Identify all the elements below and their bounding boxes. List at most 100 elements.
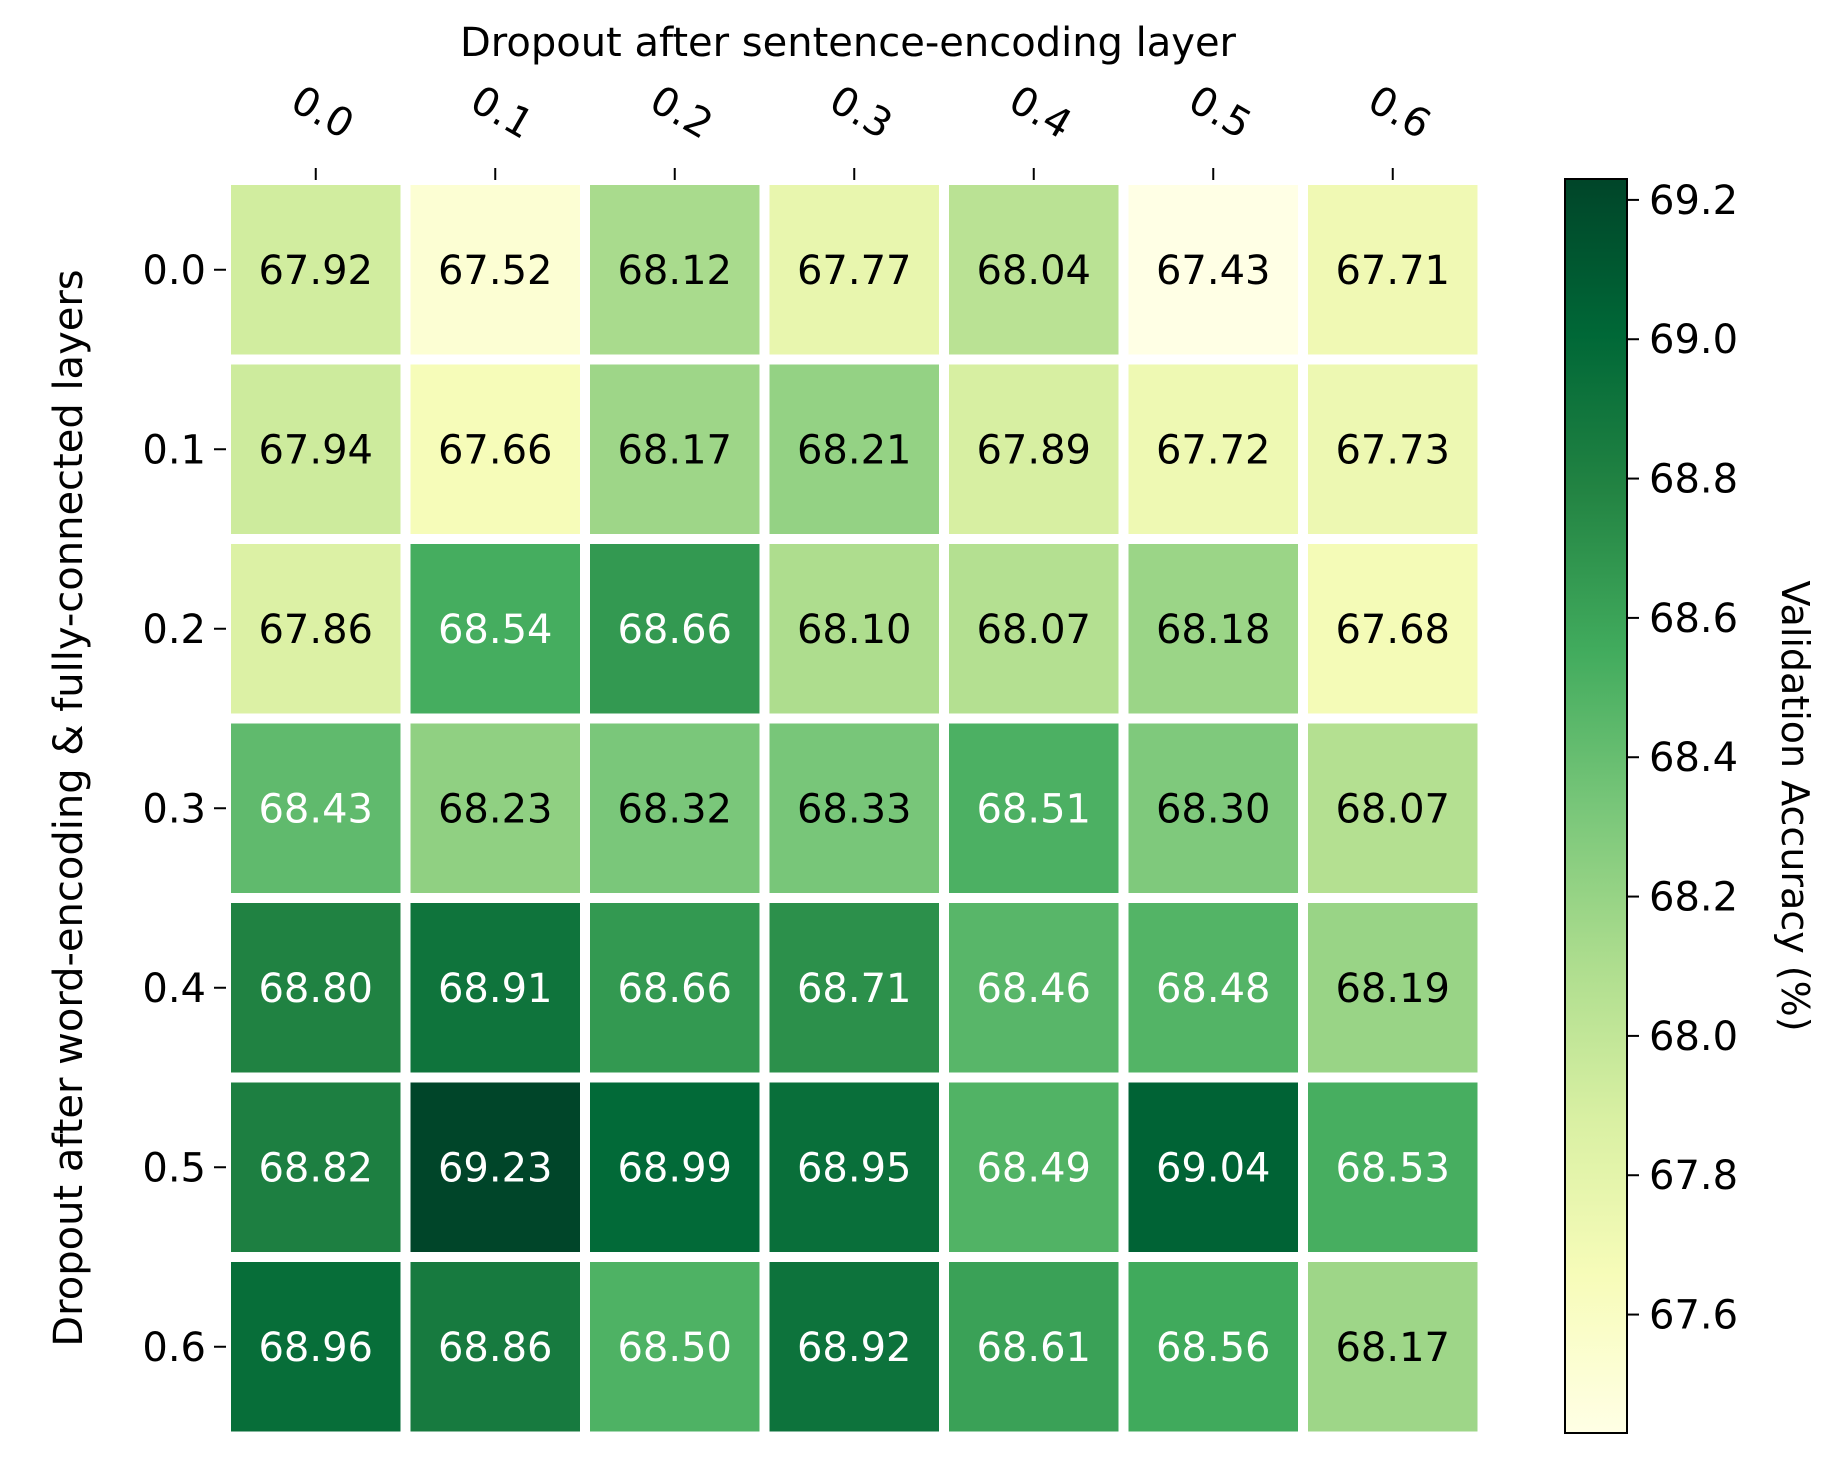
x-tick-label: 0.4 (1001, 77, 1079, 149)
cell-value-label: 68.61 (976, 1325, 1091, 1371)
cell-value-label: 68.12 (617, 248, 732, 294)
colorbar-ticks: 67.6 67.8 68.0 68.2 68.4 68.6 68.8 69.0 69.2 (1627, 178, 1738, 1339)
colorbar-label: Validation Accuracy (%) (1773, 580, 1817, 1031)
heatmap-cell (949, 723, 1119, 893)
heatmap-cell (769, 364, 939, 534)
heatmap-cells: 67.92 67.52 68.12 67.77 68.04 67.43 67.71 67.94… (231, 185, 1478, 1432)
x-tick-label: 0.6 (1360, 77, 1438, 149)
heatmap-cell (769, 903, 939, 1073)
cell-value-label: 68.56 (1156, 1325, 1271, 1371)
cell-value-label: 67.68 (1335, 607, 1450, 653)
heatmap-cell (1128, 1082, 1298, 1252)
cell-value-label: 68.92 (797, 1325, 912, 1371)
heatmap-cell (949, 364, 1119, 534)
cell-value-label: 67.86 (258, 607, 373, 653)
heatmap-cell (410, 364, 580, 534)
cell-value-label: 68.04 (976, 248, 1091, 294)
heatmap-cell (410, 903, 580, 1073)
heatmap-cell (769, 544, 939, 714)
cell-value-label: 68.49 (976, 1145, 1091, 1191)
cell-value-label: 68.32 (617, 786, 732, 832)
heatmap-cell (590, 1082, 760, 1252)
colorbar-tick-label: 69.0 (1649, 317, 1738, 363)
y-tick-label: 0.3 (142, 786, 206, 832)
x-tick-label: 0.1 (463, 77, 541, 149)
y-tick-label: 0.4 (142, 966, 206, 1012)
heatmap-cell (1128, 544, 1298, 714)
cell-value-label: 68.48 (1156, 966, 1271, 1012)
cell-value-label: 68.66 (617, 966, 732, 1012)
cell-value-label: 67.71 (1335, 248, 1450, 294)
y-tick-label: 0.2 (142, 607, 206, 653)
cell-value-label: 67.43 (1156, 248, 1271, 294)
cell-value-label: 68.86 (438, 1325, 553, 1371)
heatmap-cell (410, 1262, 580, 1432)
x-axis-ticks: 0.0 0.1 0.2 0.3 0.4 0.5 0.6 (283, 77, 1438, 180)
heatmap-cell (1128, 185, 1298, 355)
heatmap-cell (1308, 544, 1478, 714)
cell-value-label: 68.21 (797, 427, 912, 473)
cell-value-label: 67.92 (258, 248, 373, 294)
cell-value-label: 68.82 (258, 1145, 373, 1191)
colorbar: 67.6 67.8 68.0 68.2 68.4 68.6 68.8 69.0 69.2 Val… (1564, 178, 1817, 1434)
heatmap-cell (590, 903, 760, 1073)
cell-value-label: 68.91 (438, 966, 553, 1012)
heatmap-cell (231, 185, 401, 355)
cell-value-label: 68.46 (976, 966, 1091, 1012)
cell-value-label: 67.73 (1335, 427, 1450, 473)
cell-value-label: 68.95 (797, 1145, 912, 1191)
cell-value-label: 67.89 (976, 427, 1091, 473)
colorbar-tick-label: 69.2 (1649, 178, 1738, 224)
x-tick-label: 0.5 (1181, 77, 1259, 149)
heatmap-cell (410, 723, 580, 893)
cell-value-label: 68.51 (976, 786, 1091, 832)
colorbar-tick-label: 68.8 (1649, 457, 1738, 503)
colorbar-tick-label: 68.4 (1649, 735, 1738, 781)
cell-value-label: 67.66 (438, 427, 553, 473)
cell-value-label: 68.96 (258, 1325, 373, 1371)
x-tick-label: 0.3 (822, 77, 900, 149)
heatmap-cell (590, 1262, 760, 1432)
heatmap-cell (590, 544, 760, 714)
heatmap-cell (1308, 903, 1478, 1073)
colorbar-tick-label: 67.6 (1649, 1293, 1738, 1339)
cell-value-label: 68.53 (1335, 1145, 1450, 1191)
cell-value-label: 68.07 (976, 607, 1091, 653)
y-tick-label: 0.5 (142, 1145, 206, 1191)
cell-value-label: 67.77 (797, 248, 912, 294)
heatmap-cell (231, 1262, 401, 1432)
heatmap-cell (949, 185, 1119, 355)
cell-value-label: 68.23 (438, 786, 553, 832)
y-axis-title: Dropout after word-encoding & fully-conn… (46, 269, 92, 1346)
heatmap-cell (590, 723, 760, 893)
heatmap-cell (410, 185, 580, 355)
heatmap-cell (231, 1082, 401, 1252)
heatmap-cell (769, 723, 939, 893)
y-axis-ticks: 0.0 0.1 0.2 0.3 0.4 0.5 0.6 (142, 248, 226, 1371)
cell-value-label: 68.19 (1335, 966, 1450, 1012)
y-tick-label: 0.1 (142, 427, 206, 473)
heatmap-cell (949, 544, 1119, 714)
heatmap-cell (231, 903, 401, 1073)
heatmap-cell (1128, 723, 1298, 893)
heatmap-cell (1308, 723, 1478, 893)
heatmap-cell (1308, 185, 1478, 355)
heatmap-cell (231, 723, 401, 893)
heatmap-cell (769, 185, 939, 355)
cell-value-label: 68.71 (797, 966, 912, 1012)
cell-value-label: 69.23 (438, 1145, 553, 1191)
cell-value-label: 68.33 (797, 786, 912, 832)
cell-value-label: 68.18 (1156, 607, 1271, 653)
cell-value-label: 68.50 (617, 1325, 732, 1371)
heatmap-cell (231, 544, 401, 714)
heatmap-cell (949, 1262, 1119, 1432)
cell-value-label: 67.94 (258, 427, 373, 473)
heatmap-cell (231, 364, 401, 534)
cell-value-label: 68.66 (617, 607, 732, 653)
heatmap-cell (769, 1082, 939, 1252)
heatmap-cell (1128, 1262, 1298, 1432)
cell-value-label: 68.80 (258, 966, 373, 1012)
y-tick-label: 0.0 (142, 248, 206, 294)
cell-value-label: 68.17 (617, 427, 732, 473)
